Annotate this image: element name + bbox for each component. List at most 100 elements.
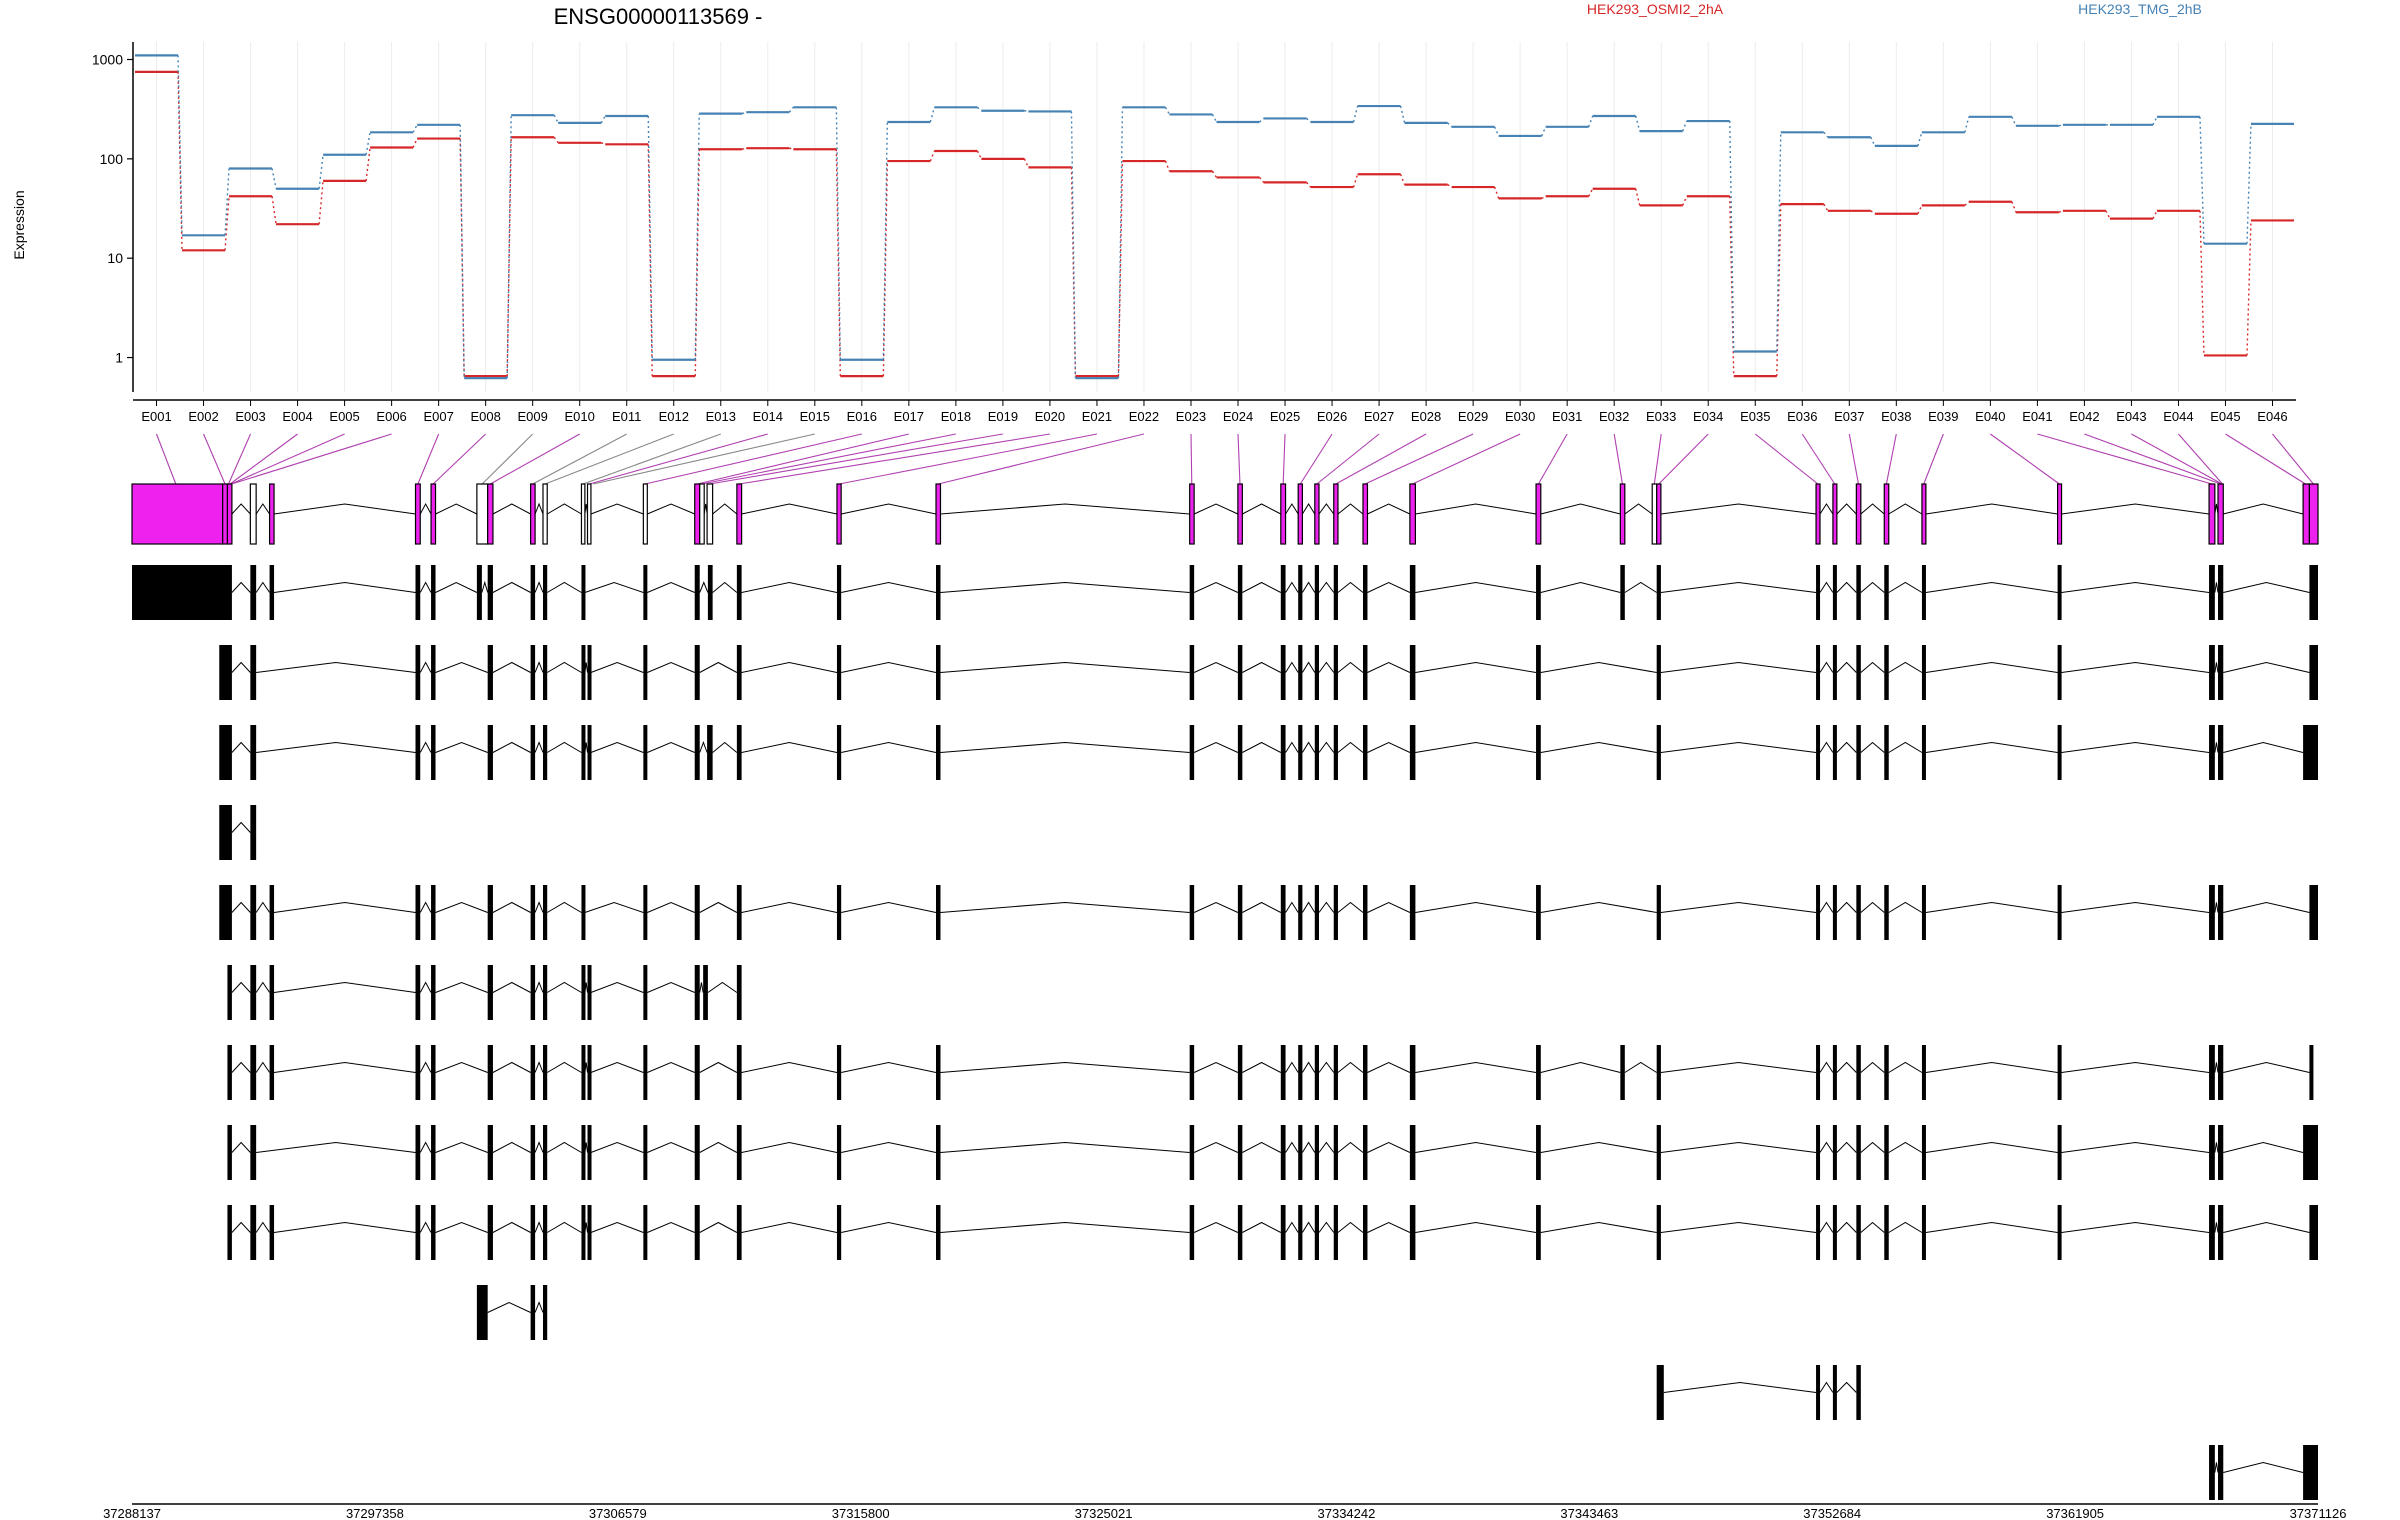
exon-block	[530, 565, 536, 620]
coord-tick-label: 37334242	[1318, 1506, 1376, 1520]
data-connector	[1117, 161, 1124, 377]
intron-line	[940, 1221, 1190, 1233]
exon-block	[1832, 1125, 1837, 1180]
transcript-1	[132, 565, 2318, 620]
intron-line	[1540, 741, 1657, 753]
exon-block	[476, 1285, 488, 1340]
exon-block	[487, 965, 493, 1020]
intron-line	[546, 1061, 582, 1073]
intron-line	[712, 581, 738, 593]
intron-line	[1242, 661, 1282, 673]
intron-line	[534, 741, 544, 753]
coord-tick-label: 37343463	[1560, 1506, 1618, 1520]
data-connector	[2199, 116, 2205, 244]
data-connector	[1588, 188, 1594, 197]
exon-link	[838, 433, 1098, 485]
intron-line	[256, 661, 416, 673]
exon-block	[1280, 565, 1286, 620]
data-connector	[2058, 210, 2064, 213]
intron-line	[435, 1061, 488, 1073]
intron-line	[255, 1221, 270, 1233]
exon-block	[487, 1045, 493, 1100]
intron-line	[1193, 1141, 1239, 1153]
exon-link	[1923, 433, 1944, 485]
exon-block	[1298, 565, 1303, 620]
y-tick-label: 1000	[92, 51, 123, 67]
exon-block	[219, 885, 232, 940]
intron-line	[273, 981, 416, 993]
intron-line	[2223, 661, 2310, 673]
exon-block	[530, 645, 536, 700]
intron-line	[546, 1221, 582, 1233]
exon-block	[1237, 483, 1243, 545]
data-connector	[1447, 184, 1452, 188]
intron-line	[590, 661, 644, 673]
transcript-4	[219, 805, 257, 860]
data-connector	[929, 107, 936, 123]
intron-line	[492, 1141, 531, 1153]
exon-block	[1280, 885, 1286, 940]
data-connector	[929, 150, 936, 162]
exon-block	[1832, 645, 1837, 700]
intron-line	[841, 1141, 937, 1153]
data-connector	[1917, 205, 1923, 215]
intron-line	[534, 581, 544, 593]
exon-block	[643, 565, 648, 620]
intron-line	[940, 901, 1190, 913]
exon-block	[1314, 1205, 1319, 1260]
exon-block	[694, 965, 700, 1020]
exon-block	[1921, 483, 1927, 545]
intron-line	[2061, 661, 2210, 673]
exon-block	[2218, 1045, 2224, 1100]
exon-block	[1409, 1205, 1416, 1260]
intron-line	[1318, 1061, 1335, 1073]
intron-line	[492, 981, 531, 993]
exon-block	[707, 725, 713, 780]
exon-block	[581, 1045, 586, 1100]
data-connector	[1352, 105, 1359, 123]
exon-block	[250, 645, 257, 700]
exon-block	[415, 1205, 421, 1260]
exon-block	[1237, 1125, 1243, 1180]
axes: 1 10 100 1000	[92, 42, 2296, 401]
data-connector	[788, 106, 794, 113]
exon-block	[542, 1205, 548, 1260]
exon-block	[936, 1125, 941, 1180]
data-connector	[2058, 124, 2064, 127]
exon-block	[1409, 725, 1416, 780]
exon-block	[936, 885, 941, 940]
exon-block	[1409, 565, 1416, 620]
exon-link	[1335, 433, 1427, 485]
intron-line	[1242, 901, 1282, 913]
intron-line	[419, 1061, 432, 1073]
intron-line	[273, 1221, 416, 1233]
intron-line	[1660, 901, 1817, 913]
exon-block	[1362, 483, 1369, 545]
exon-link	[2272, 433, 2314, 485]
exon-block	[415, 1125, 421, 1180]
intron-line	[1925, 503, 2058, 515]
exon-block	[2303, 725, 2318, 780]
data-connector	[459, 124, 465, 379]
exon-label: E016	[847, 409, 877, 424]
exon-block	[1884, 725, 1889, 780]
exon-block	[487, 1125, 493, 1180]
exon-link	[203, 433, 226, 485]
exon-block	[707, 565, 713, 620]
intron-line	[1888, 1141, 1923, 1153]
intron-line	[1888, 503, 1923, 515]
exon-block	[935, 483, 942, 545]
exon-block	[694, 565, 700, 620]
intron-line	[435, 1221, 488, 1233]
exon-labels: E001 E002 E003 E004 E005 E006 E007 E008 E009 E010…	[141, 400, 2288, 424]
exon-link	[2037, 433, 2213, 485]
exon-block	[2209, 565, 2215, 620]
exon-block	[219, 805, 232, 860]
exon-block	[1189, 1125, 1195, 1180]
exon-block	[694, 483, 701, 545]
intron-line	[741, 1141, 838, 1153]
exon-block	[1921, 645, 1926, 700]
exon-block	[643, 1125, 648, 1180]
intron-line	[699, 741, 708, 753]
exon-label: E033	[1646, 409, 1676, 424]
